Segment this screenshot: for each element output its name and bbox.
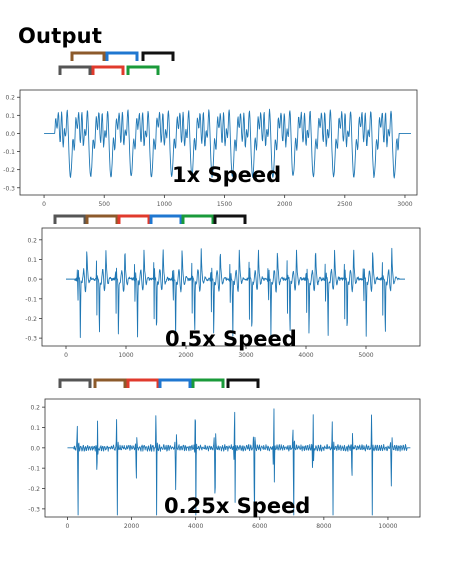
y-tick-label: -0.2 (25, 316, 37, 323)
plot-1x-speed: 0.2 0.1 0.0 -0.1 -0.2 -0.3 0 500 1000 1500 2000 250… (0, 50, 466, 208)
y-tick-label: -0.1 (25, 296, 37, 303)
y-tick-label: -0.1 (28, 466, 40, 473)
x-tick-label: 4000 (188, 523, 203, 530)
x-tick-label: 2000 (124, 523, 139, 530)
section-bracket (141, 51, 175, 61)
x-tick-label: 1000 (157, 201, 172, 208)
y-tick-label: 0.0 (5, 131, 15, 138)
x-tick-label: 5000 (358, 352, 373, 359)
section-bracket (126, 65, 160, 75)
y-tick-label: 0.0 (30, 445, 40, 452)
x-tick-label: 0 (66, 523, 70, 530)
section-bracket (91, 65, 125, 75)
axes-frame (19, 89, 418, 196)
x-tick-label: 8000 (316, 523, 331, 530)
waveform-series-line (44, 108, 412, 179)
y-tick-label: -0.1 (3, 149, 15, 156)
section-bracket (53, 214, 87, 224)
x-tick-label: 2500 (337, 201, 352, 208)
y-tick-label: 0.1 (30, 425, 40, 432)
y-tick-label: -0.3 (28, 506, 40, 513)
x-tick-label: 0 (42, 201, 46, 208)
y-tick-label: 0.2 (5, 95, 15, 102)
section-bracket (226, 378, 260, 388)
section-bracket (191, 378, 225, 388)
section-bracket (105, 51, 139, 61)
y-tick-label: -0.2 (28, 486, 40, 493)
x-tick-label: 2000 (277, 201, 292, 208)
section-bracket (213, 214, 247, 224)
x-tick-label: 500 (98, 201, 110, 208)
section-bracket (70, 51, 106, 61)
speed-label-0.25x: 0.25x Speed (164, 494, 311, 518)
y-tick-label: 0.2 (27, 237, 37, 244)
section-bracket (58, 378, 92, 388)
section-bracket (58, 65, 92, 75)
plot-0.5x-speed: 0.2 0.1 0.0 -0.1 -0.2 -0.3 0 1000 2000 3000 4000 50… (0, 213, 466, 373)
speed-label-1x: 1x Speed (172, 163, 282, 187)
y-tick-label: -0.2 (3, 167, 15, 174)
axes-frame (44, 398, 421, 518)
x-tick-label: 1500 (217, 201, 232, 208)
x-tick-label: 1000 (118, 352, 133, 359)
y-tick-label: 0.1 (27, 257, 37, 264)
y-tick-label: 0.0 (27, 277, 37, 284)
section-bracket (126, 378, 160, 388)
plot-0.25x-speed: 0.2 0.1 0.0 -0.1 -0.2 -0.3 0 2000 4000 6000 8000 10… (0, 377, 466, 537)
section-bracket (85, 214, 119, 224)
axes-frame (41, 227, 421, 347)
x-tick-label: 3000 (238, 352, 253, 359)
section-bracket (181, 214, 215, 224)
y-tick-label: -0.3 (25, 336, 37, 343)
section-bracket (149, 214, 183, 224)
y-tick-label: 0.1 (5, 113, 15, 120)
y-tick-label: -0.3 (3, 185, 15, 192)
y-tick-label: 0.2 (30, 405, 40, 412)
section-bracket (158, 378, 192, 388)
x-tick-label: 6000 (252, 523, 267, 530)
output-title: Output (18, 24, 103, 48)
x-tick-label: 3000 (397, 201, 412, 208)
x-tick-label: 10000 (378, 523, 397, 530)
waveform-series-line (65, 247, 406, 339)
x-tick-label: 0 (64, 352, 68, 359)
waveform-series-line (67, 408, 411, 516)
section-bracket (117, 214, 151, 224)
x-tick-label: 4000 (298, 352, 313, 359)
speed-label-0.5x: 0.5x Speed (165, 327, 297, 351)
section-bracket (93, 378, 127, 388)
x-tick-label: 2000 (178, 352, 193, 359)
